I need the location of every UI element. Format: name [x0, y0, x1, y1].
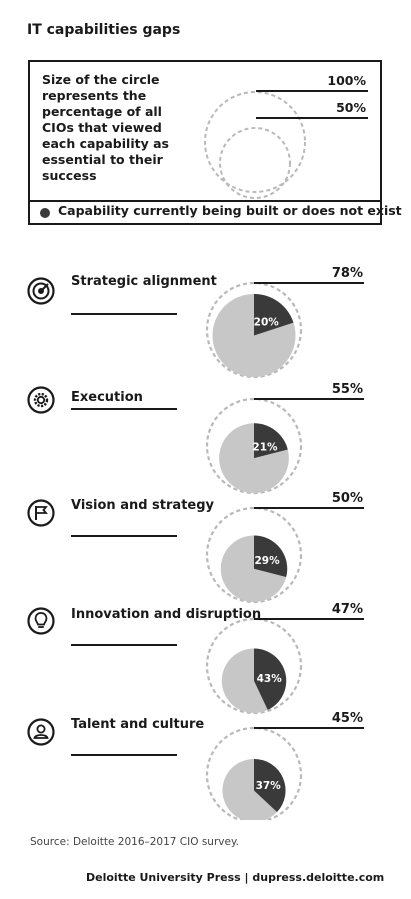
essential-value-label: 78%: [332, 266, 363, 281]
gear-icon: [27, 386, 55, 414]
building-value-label: 20%: [254, 316, 280, 328]
row-rule: [71, 313, 177, 315]
bubble-pie-chart: 78% 20% 55% 21% 50% 29% 47% 43% 45% 37%: [205, 266, 364, 820]
reference-circle-100: [205, 726, 303, 820]
row-label-talent-and-culture: Talent and culture: [71, 717, 205, 732]
row-label-strategic-alignment: Strategic alignment: [71, 274, 217, 289]
legend-box: 100% 50% Size of the circle represents t…: [28, 60, 402, 225]
pie-slice-building: [254, 423, 288, 459]
reference-circle-100: [205, 397, 303, 495]
essential-value-label: 50%: [332, 491, 363, 506]
legend-circles: 100% 50%: [204, 73, 368, 199]
legend-label-100: 100%: [327, 73, 366, 88]
legend-divider: [30, 200, 380, 202]
source-note: Source: Deloitte 2016–2017 CIO survey.: [30, 836, 240, 848]
row-rule: [71, 644, 177, 646]
chart-title: IT capabilities gaps: [27, 22, 181, 38]
essential-value-label: 55%: [332, 382, 363, 397]
target-icon: [27, 277, 55, 305]
flag-icon: [27, 499, 55, 527]
legend-circle-50: [219, 127, 291, 199]
building-value-label: 37%: [256, 780, 282, 792]
pie-slice-building: [254, 758, 286, 813]
footer-credit: Deloitte University Press | dupress.delo…: [86, 871, 385, 884]
row-label-vision-and-strategy: Vision and strategy: [71, 498, 214, 513]
essential-value-label: 45%: [332, 711, 363, 726]
building-value-label: 21%: [252, 442, 278, 454]
row-rule: [71, 408, 177, 410]
building-value-label: 29%: [254, 555, 280, 567]
row-rule: [71, 535, 177, 537]
pie-slice-building: [254, 648, 287, 710]
essential-value-label: 47%: [332, 602, 363, 617]
row-label-execution: Execution: [71, 390, 143, 405]
legend-dot-icon: [40, 208, 50, 218]
row-rule: [71, 754, 177, 756]
pie-slice-building: [254, 293, 294, 336]
legend-circle-100: [204, 91, 306, 193]
legend-description: Size of the circle represents the percen…: [42, 72, 169, 183]
legend-dot-label: Capability currently being built or does…: [58, 203, 402, 218]
row-label-innovation-and-disruption: Innovation and disruption: [71, 607, 262, 622]
lightbulb-icon: [27, 607, 55, 635]
person-icon: [27, 718, 55, 746]
pie-slice-building: [254, 535, 288, 578]
legend-label-50: 50%: [336, 100, 366, 115]
building-value-label: 43%: [257, 673, 283, 685]
